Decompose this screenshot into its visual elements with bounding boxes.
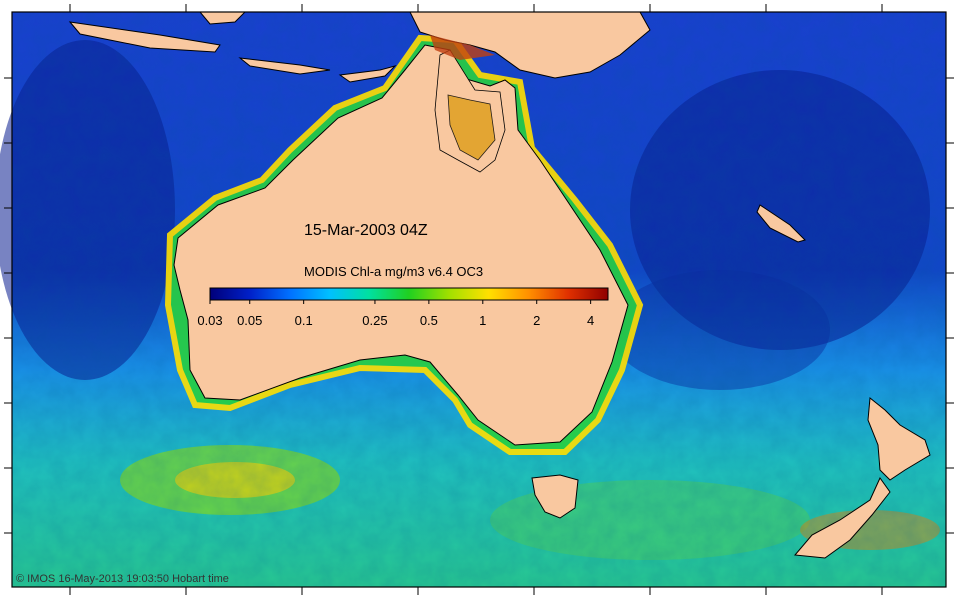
lesser-sunda-islands: [238, 57, 331, 75]
tasmania-land: [531, 474, 579, 519]
legend-color-bar: [209, 287, 609, 301]
legend-tick-label: 4: [587, 313, 595, 328]
legend-tick-label: 0.03: [197, 313, 223, 328]
map-frame: [11, 11, 947, 588]
date-label: 15-Mar-2003 04Z: [304, 222, 428, 239]
legend-tick-label: 0.1: [294, 313, 313, 328]
legend-tick-marks: [209, 300, 592, 304]
frame-ticks: [4, 4, 954, 595]
legend-tick-label: 1: [479, 313, 487, 328]
timor-land: [338, 65, 397, 83]
new-guinea-coastal-halo: [430, 35, 495, 60]
legend-tick-label: 0.05: [237, 313, 263, 328]
new-caledonia-land: [756, 204, 806, 243]
legend-title: MODIS Chl-a mg/m3 v6.4 OC3: [304, 264, 484, 279]
legend-tick-label: 0.25: [362, 313, 388, 328]
australia-land: [173, 44, 629, 446]
new-zealand-north-island: [867, 397, 931, 481]
legend-tick-label: 0.5: [419, 313, 438, 328]
legend-tick-label: 2: [533, 313, 541, 328]
copyright-notice: © IMOS 16-May-2013 19:03:50 Hobart time: [16, 573, 229, 585]
new-zealand-south-island: [794, 477, 891, 559]
java-land: [68, 21, 221, 53]
gulf-water: [447, 94, 496, 161]
